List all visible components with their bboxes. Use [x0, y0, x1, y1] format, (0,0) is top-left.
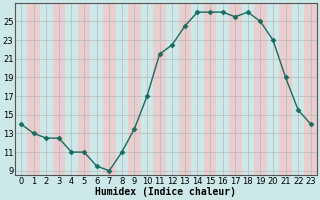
Bar — [166, 3, 179, 175]
Bar — [216, 3, 229, 175]
Bar — [28, 3, 40, 175]
Bar — [78, 3, 90, 175]
Bar — [52, 3, 65, 175]
Bar — [279, 3, 292, 175]
Bar — [65, 3, 78, 175]
Bar — [229, 3, 242, 175]
Bar — [267, 3, 279, 175]
Bar — [179, 3, 191, 175]
Bar — [103, 3, 116, 175]
Bar — [128, 3, 141, 175]
Bar — [292, 3, 305, 175]
Bar — [242, 3, 254, 175]
Bar — [141, 3, 153, 175]
Bar — [254, 3, 267, 175]
Bar — [153, 3, 166, 175]
Bar — [191, 3, 204, 175]
Bar — [204, 3, 216, 175]
Bar — [116, 3, 128, 175]
Bar — [305, 3, 317, 175]
Bar — [40, 3, 52, 175]
Bar — [90, 3, 103, 175]
Bar — [15, 3, 28, 175]
X-axis label: Humidex (Indice chaleur): Humidex (Indice chaleur) — [95, 187, 236, 197]
